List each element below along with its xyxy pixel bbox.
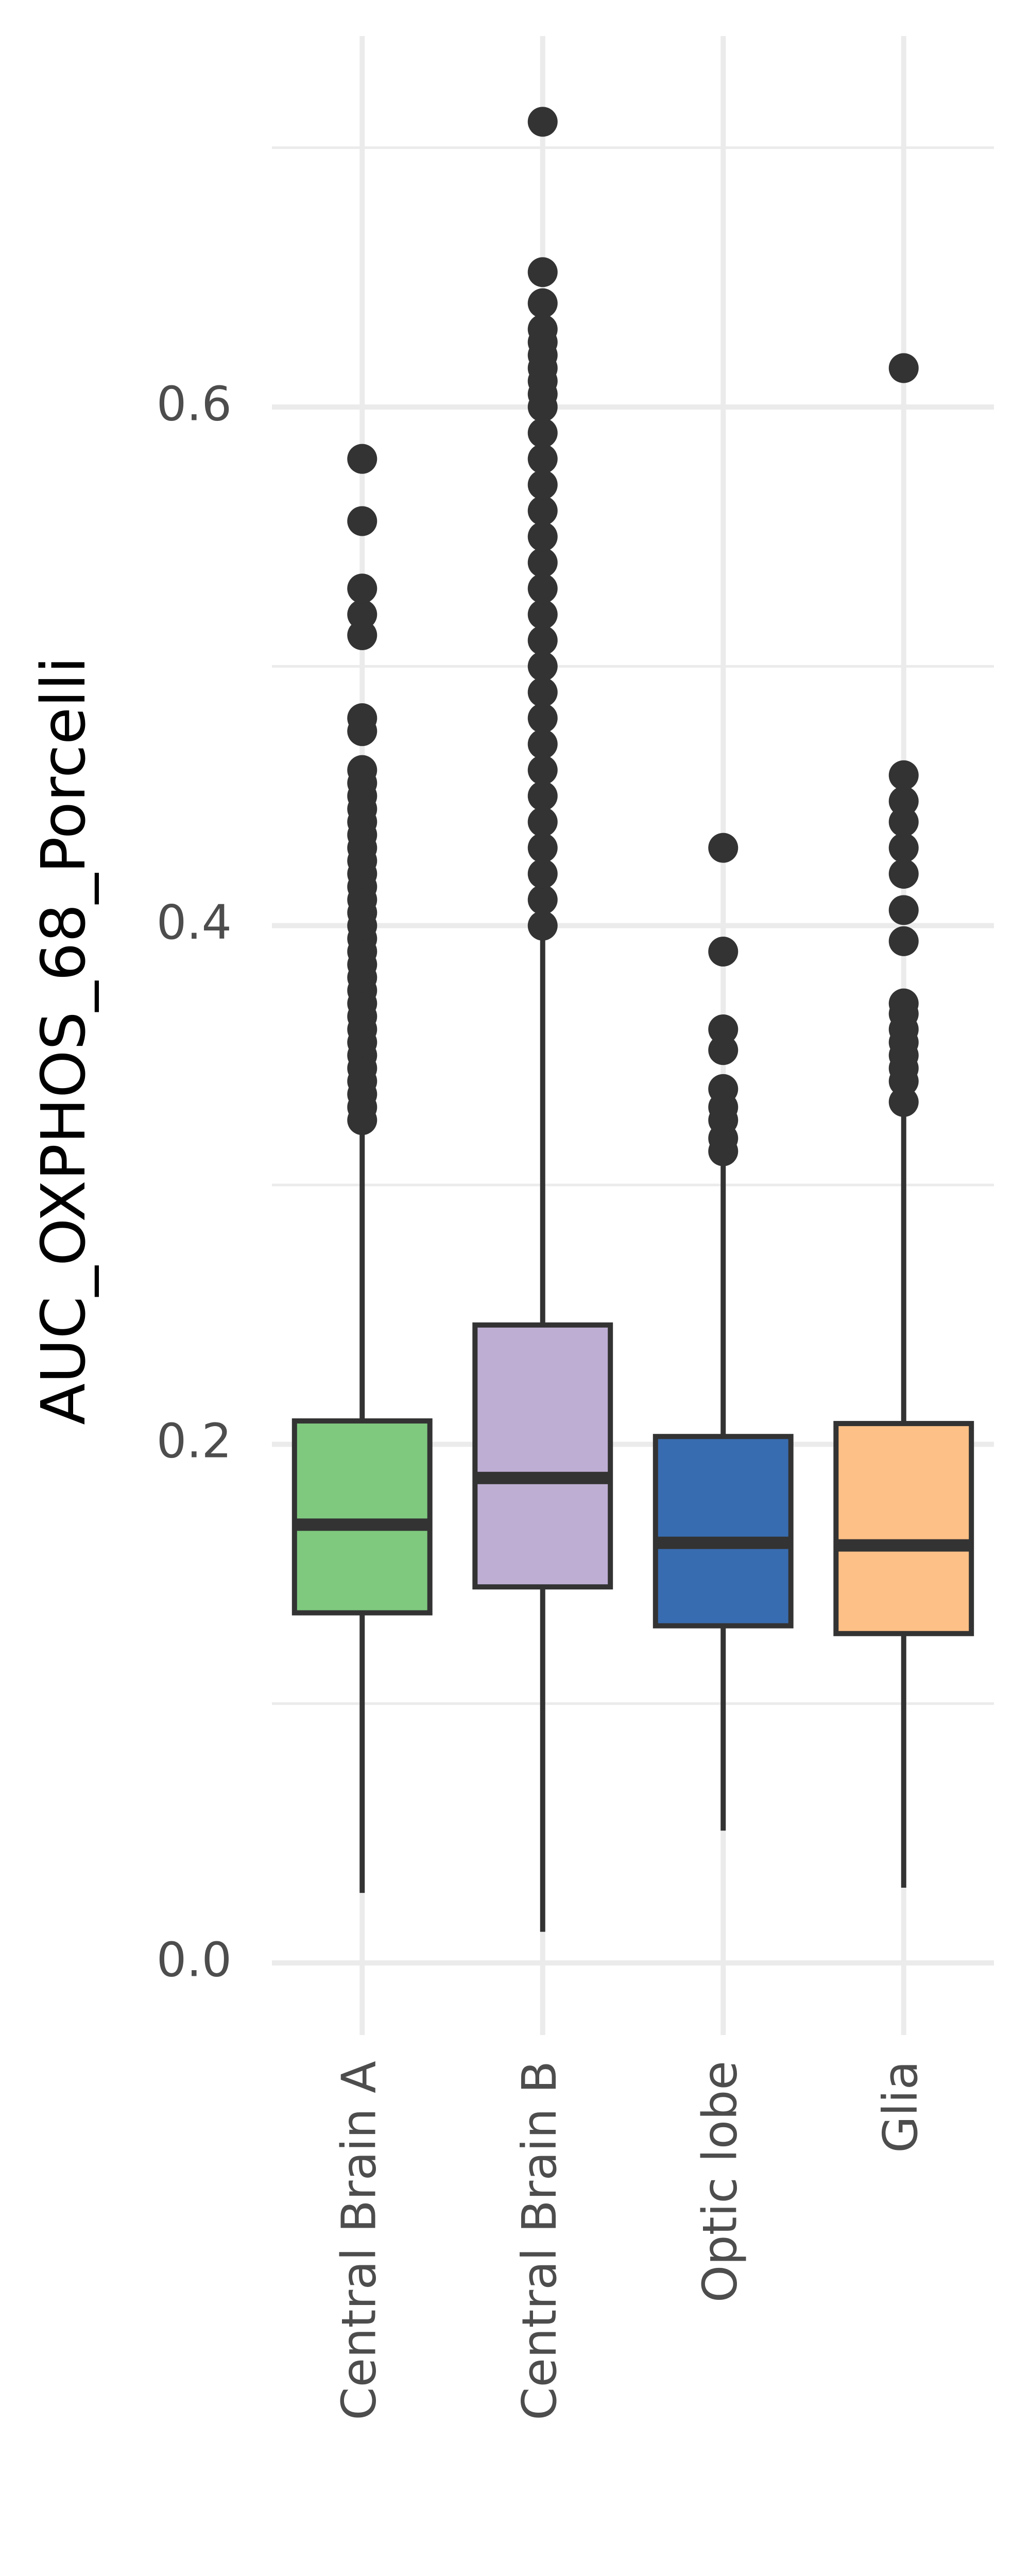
box-group xyxy=(833,353,974,1888)
outlier-point xyxy=(527,651,558,682)
outlier-point xyxy=(708,1014,739,1044)
outlier-point xyxy=(527,755,558,785)
outlier-point xyxy=(527,257,558,287)
outlier-point xyxy=(527,444,558,474)
outlier-point xyxy=(527,548,558,578)
outlier-point xyxy=(888,353,919,383)
outlier-point xyxy=(888,859,919,889)
outlier-point xyxy=(888,807,919,837)
outlier-point xyxy=(347,573,377,604)
outlier-point xyxy=(527,703,558,733)
outlier-point xyxy=(347,506,377,536)
y-tick-label: 0.2 xyxy=(157,1414,232,1469)
outlier-point xyxy=(347,620,377,650)
outlier-point xyxy=(527,521,558,552)
x-tick-label: Central Brain A xyxy=(332,2061,387,2420)
box-group xyxy=(472,107,613,1932)
box-group xyxy=(653,833,794,1831)
outlier-point xyxy=(527,859,558,889)
outlier-point xyxy=(708,937,739,967)
box xyxy=(291,1418,433,1616)
outlier-point xyxy=(527,314,558,344)
outlier-point xyxy=(708,833,739,863)
boxes xyxy=(291,107,974,1932)
outlier-point xyxy=(527,729,558,759)
outlier-point xyxy=(708,1074,739,1104)
y-axis-title: AUC_OXPHOS_68_Porcelli xyxy=(28,656,99,1425)
outlier-point xyxy=(527,288,558,318)
outlier-point xyxy=(527,470,558,500)
y-tick-labels: 0.0 0.2 0.4 0.6 xyxy=(157,376,232,1987)
outlier-point xyxy=(888,895,919,925)
y-tick-label: 0.0 xyxy=(157,1932,232,1987)
outlier-point xyxy=(527,107,558,137)
outlier-point xyxy=(527,599,558,630)
outlier-point xyxy=(347,703,377,733)
outlier-point xyxy=(888,786,919,817)
box xyxy=(653,1434,794,1629)
outlier-point xyxy=(708,1035,739,1065)
outlier-point xyxy=(527,418,558,448)
outlier-point xyxy=(527,807,558,837)
y-tick-label: 0.6 xyxy=(157,376,232,431)
grid xyxy=(272,36,994,2035)
outlier-point xyxy=(527,885,558,915)
outlier-point xyxy=(527,781,558,811)
box xyxy=(833,1421,974,1636)
x-tick-label: Central Brain B xyxy=(512,2061,567,2420)
outlier-point xyxy=(888,833,919,863)
outlier-point xyxy=(347,444,377,474)
outlier-point xyxy=(888,926,919,956)
outlier-point xyxy=(527,496,558,526)
outlier-point xyxy=(347,599,377,630)
box xyxy=(472,1322,613,1590)
outlier-point xyxy=(888,988,919,1019)
x-tick-labels: Central Brain A Central Brain B Optic lobe… xyxy=(332,2061,929,2420)
x-tick-label: Glia xyxy=(873,2061,928,2153)
outlier-point xyxy=(347,755,377,785)
outlier-point xyxy=(888,1087,919,1117)
box-group xyxy=(291,444,433,1893)
outlier-point xyxy=(527,910,558,941)
x-tick-label: Optic lobe xyxy=(693,2061,748,2302)
outlier-point xyxy=(527,833,558,863)
outlier-point xyxy=(527,625,558,655)
outlier-point xyxy=(527,677,558,707)
y-tick-label: 0.4 xyxy=(157,895,232,950)
outlier-point xyxy=(888,760,919,790)
outlier-point xyxy=(527,573,558,604)
